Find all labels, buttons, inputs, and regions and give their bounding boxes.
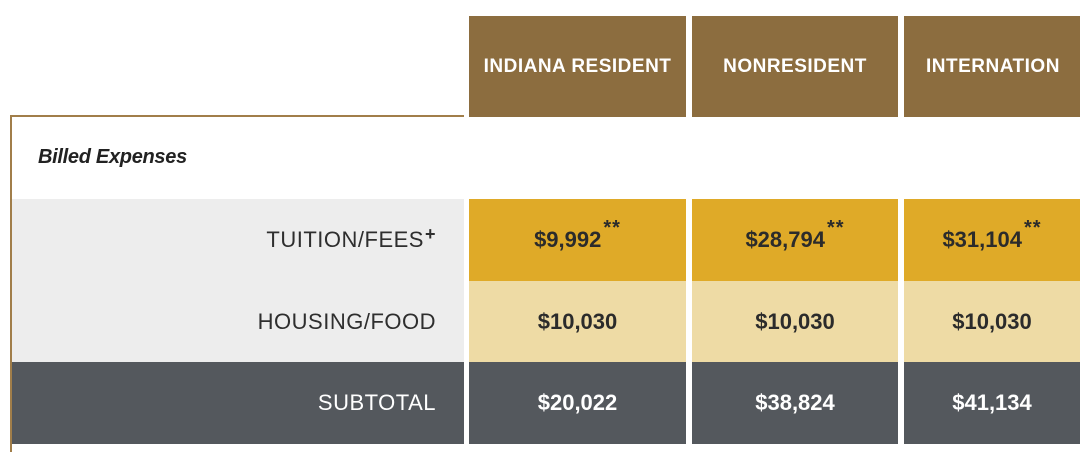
double-asterisk-note: ** (603, 216, 621, 239)
row-label-text: TUITION/FEES (266, 227, 424, 252)
row-label-housing-food: HOUSING/FOOD (12, 281, 464, 362)
row-label-tuition-fees: TUITION/FEES + (12, 199, 464, 281)
cell-tuition-international: $31,104 ** (904, 199, 1080, 281)
column-header-international: INTERNATION (904, 16, 1080, 117)
value-text: $20,022 (537, 390, 618, 415)
cell-housing-resident: $10,030 (469, 281, 686, 362)
section-title: Billed Expenses (38, 146, 187, 168)
value-text: $9,992 (534, 227, 602, 252)
column-header-nonresident: NONRESIDENT (692, 16, 898, 117)
value-text: $10,030 (755, 308, 835, 334)
value-text: $10,030 (537, 308, 618, 334)
plus-footnote-marker: + (424, 223, 436, 244)
table-frame-top (10, 115, 464, 117)
cell-housing-nonresident: $10,030 (692, 281, 898, 362)
cell-tuition-resident: $9,992 ** (469, 199, 686, 281)
cell-housing-international: $10,030 (904, 281, 1080, 362)
value-text: $10,030 (952, 308, 1032, 334)
value-text: $28,794 (745, 227, 825, 252)
cell-subtotal-nonresident: $38,824 (692, 362, 898, 444)
row-label-text: HOUSING/FOOD (257, 308, 436, 334)
column-header-indiana-resident: INDIANA RESIDENT (469, 16, 686, 117)
cell-subtotal-resident: $20,022 (469, 362, 686, 444)
row-label-text: SUBTOTAL (317, 390, 436, 415)
double-asterisk-note: ** (826, 216, 845, 239)
value-text: $31,104 (942, 227, 1022, 252)
row-label-subtotal: SUBTOTAL (12, 362, 464, 444)
double-asterisk-note: ** (1023, 216, 1042, 239)
value-text: $41,134 (952, 390, 1032, 415)
value-text: $38,824 (755, 390, 835, 415)
cell-subtotal-international: $41,134 (904, 362, 1080, 444)
table-frame-left (10, 115, 12, 452)
cell-tuition-nonresident: $28,794 ** (692, 199, 898, 281)
